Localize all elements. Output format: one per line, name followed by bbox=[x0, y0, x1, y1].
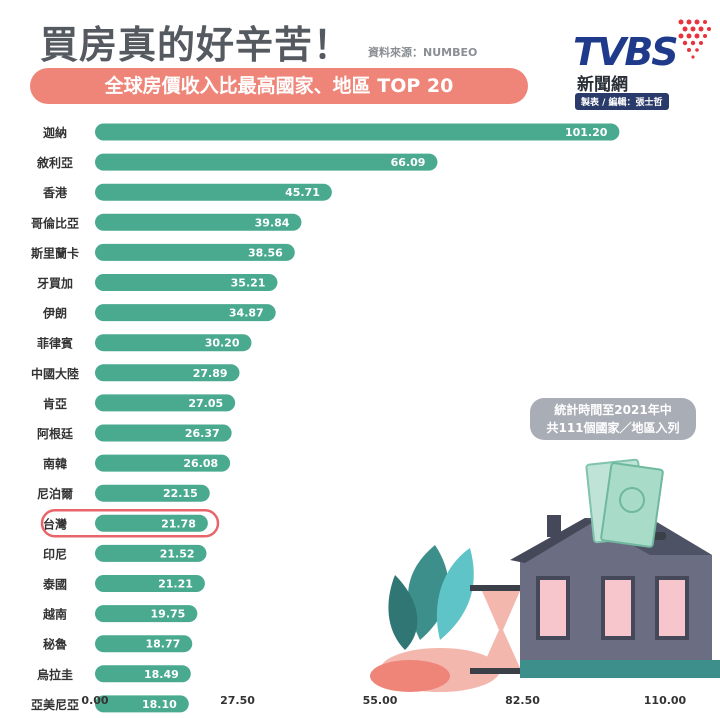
bar bbox=[95, 544, 207, 562]
bar bbox=[95, 484, 210, 502]
x-tick-label: 110.00 bbox=[644, 694, 687, 707]
value-label: 38.56 bbox=[248, 246, 283, 259]
chart-subtitle: 全球房價收入比最高國家、地區 TOP 20 bbox=[30, 68, 528, 104]
x-tick-label: 55.00 bbox=[363, 694, 398, 707]
bar bbox=[95, 394, 236, 412]
source-label: 資料來源：NUMBEO bbox=[368, 46, 478, 59]
value-label: 26.08 bbox=[183, 457, 218, 470]
value-label: 21.78 bbox=[161, 517, 196, 530]
bar bbox=[95, 424, 232, 442]
bar bbox=[95, 334, 252, 352]
category-label: 迦納 bbox=[43, 125, 67, 140]
value-label: 18.49 bbox=[144, 668, 179, 681]
category-label: 中國大陸 bbox=[31, 366, 79, 381]
category-label: 泰國 bbox=[42, 577, 67, 592]
value-label: 30.20 bbox=[205, 337, 240, 350]
note-box: 統計時間至2021年中 共111個國家／地區入列 bbox=[530, 398, 696, 440]
category-label: 香港 bbox=[42, 185, 68, 200]
value-label: 21.21 bbox=[158, 578, 193, 591]
bar bbox=[95, 514, 208, 532]
bar bbox=[95, 274, 278, 291]
value-label: 19.75 bbox=[151, 608, 186, 621]
category-label: 敘利亞 bbox=[36, 155, 73, 170]
value-label: 26.37 bbox=[185, 427, 220, 440]
category-label: 阿根廷 bbox=[37, 426, 74, 441]
bar bbox=[95, 183, 332, 201]
category-label: 越南 bbox=[42, 607, 67, 622]
bar bbox=[95, 635, 193, 653]
value-label: 18.10 bbox=[142, 698, 177, 711]
value-label: 101.20 bbox=[565, 126, 608, 139]
category-label: 菲律賓 bbox=[37, 336, 73, 351]
house-illustration bbox=[370, 458, 720, 692]
bar bbox=[95, 575, 205, 592]
bar bbox=[95, 213, 302, 231]
value-label: 18.77 bbox=[145, 638, 180, 651]
category-label: 哥倫比亞 bbox=[31, 215, 79, 230]
category-label: 斯里蘭卡 bbox=[31, 245, 79, 260]
logo-name: 新聞網 bbox=[577, 75, 628, 95]
value-label: 35.21 bbox=[231, 277, 266, 290]
category-label: 尼泊爾 bbox=[37, 486, 73, 501]
tvbs-logo: TVBS 新聞網 製表 / 編輯：張士哲 bbox=[565, 19, 715, 110]
note-line-2: 共111個國家／地區入列 bbox=[546, 421, 680, 435]
category-label: 秘魯 bbox=[43, 637, 67, 652]
value-label: 22.15 bbox=[163, 487, 198, 500]
bar bbox=[95, 665, 191, 683]
value-label: 45.71 bbox=[285, 186, 320, 199]
logo-dots-icon bbox=[678, 19, 711, 59]
bar bbox=[95, 243, 295, 261]
value-label: 66.09 bbox=[391, 156, 426, 169]
bar bbox=[95, 454, 231, 472]
credit-label: 製表 / 編輯：張士哲 bbox=[575, 93, 669, 110]
category-label: 烏拉圭 bbox=[37, 667, 73, 682]
category-label: 台灣 bbox=[43, 516, 67, 531]
bar bbox=[95, 153, 438, 171]
category-label: 印尼 bbox=[43, 547, 67, 561]
bar bbox=[95, 123, 620, 141]
category-label: 南韓 bbox=[43, 456, 67, 471]
bar bbox=[95, 605, 198, 623]
bar bbox=[95, 364, 240, 382]
category-label: 牙買加 bbox=[37, 276, 73, 291]
bar bbox=[95, 695, 189, 713]
category-label: 肯亞 bbox=[43, 396, 67, 411]
value-label: 27.89 bbox=[193, 367, 228, 380]
x-tick-label: 27.50 bbox=[220, 694, 255, 707]
value-label: 39.84 bbox=[255, 216, 290, 229]
x-tick-label: 0.00 bbox=[81, 694, 108, 707]
bar bbox=[95, 304, 276, 322]
x-tick-label: 82.50 bbox=[505, 694, 540, 707]
category-label: 亞美尼亞 bbox=[31, 697, 79, 712]
category-label: 伊朗 bbox=[42, 306, 67, 321]
note-line-1: 統計時間至2021年中 bbox=[554, 403, 672, 417]
value-label: 34.87 bbox=[229, 307, 264, 320]
value-label: 27.05 bbox=[188, 397, 223, 410]
value-label: 21.52 bbox=[160, 547, 195, 560]
logo-brand: TVBS bbox=[573, 30, 679, 74]
highlight-outline bbox=[40, 509, 220, 538]
page-title: 買房真的好辛苦！ bbox=[40, 23, 353, 67]
